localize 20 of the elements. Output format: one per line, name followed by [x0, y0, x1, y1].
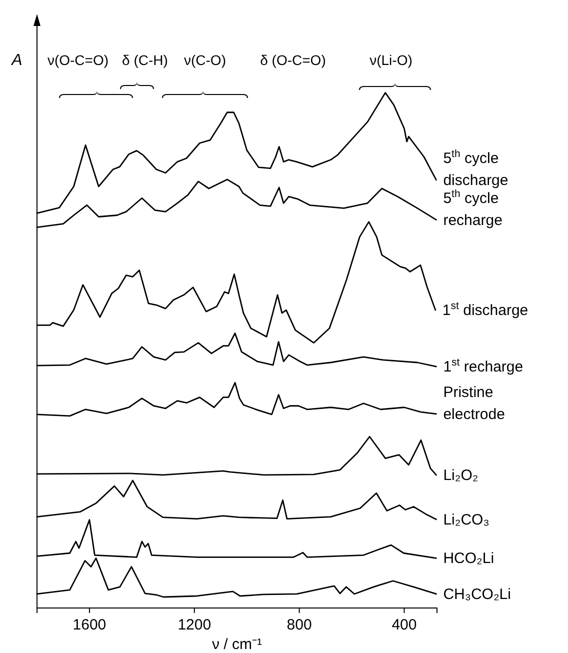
x-tick-label: 1200 [178, 616, 212, 634]
x-tick-label: 800 [286, 616, 312, 634]
x-tick-label: 1600 [72, 616, 106, 634]
text: ν(O-C=O) [47, 52, 109, 68]
series-label: 1$^{st}$ recharge [443, 356, 524, 376]
series-label: 1$^{st}$ discharge [442, 300, 528, 320]
y-axis-title: A [10, 52, 22, 69]
text: δ (C-H) [122, 52, 168, 68]
text: ν(Li-O) [370, 52, 412, 68]
x-axis-title: ν / cm⁻¹ [212, 636, 262, 653]
series-label: 5$^{th}$ cycle discharge [443, 148, 508, 189]
series-label: Li₂O₂ [443, 466, 478, 484]
text: δ (O-C=O) [260, 52, 326, 68]
series-label: 5$^{th}$ cycle recharge [443, 188, 502, 229]
series-label: HCO₂Li [443, 550, 494, 568]
series-label: Li₂CO₃ [443, 511, 490, 528]
text: ν(C-O) [184, 52, 226, 68]
x-tick-label: 400 [392, 616, 417, 634]
series-label: CH₃CO₂Li [443, 586, 511, 603]
series-label: Pristine electrode [443, 384, 505, 423]
